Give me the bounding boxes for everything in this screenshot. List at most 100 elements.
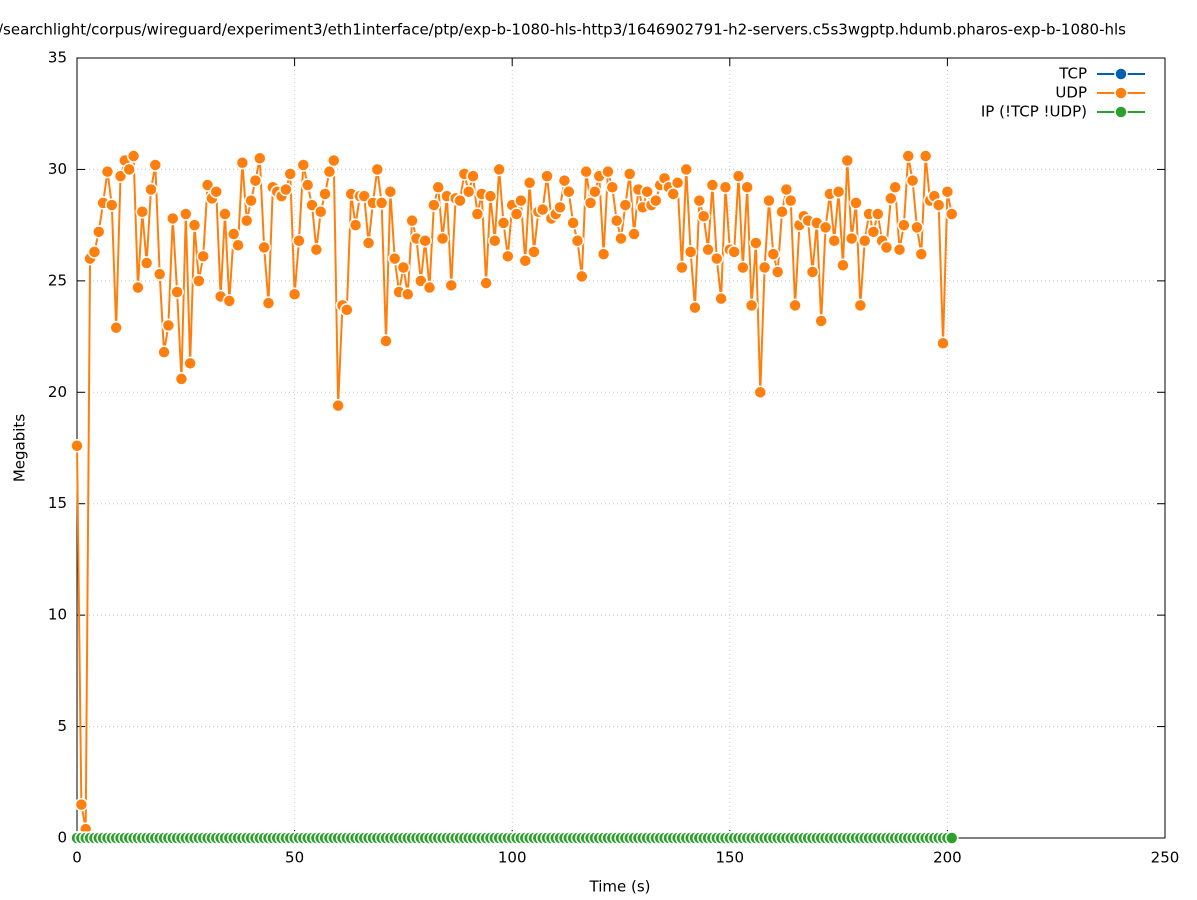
data-point [540, 169, 554, 183]
data-point [666, 187, 680, 201]
data-point [596, 247, 611, 261]
data-point [370, 162, 385, 177]
data-point [709, 251, 724, 266]
data-point [422, 280, 437, 295]
data-point [152, 267, 167, 281]
data-point [470, 207, 485, 221]
data-point [766, 247, 781, 261]
data-point [87, 245, 102, 259]
legend-label: TCP [1058, 65, 1087, 83]
data-point [840, 153, 855, 168]
data-point [331, 398, 345, 413]
data-point [239, 213, 254, 228]
data-point [518, 254, 533, 268]
data-point [575, 269, 589, 284]
data-point [570, 233, 585, 248]
data-point [105, 198, 119, 212]
data-point [649, 193, 663, 208]
data-point [718, 180, 733, 195]
data-point [287, 287, 302, 301]
data-point [557, 173, 572, 188]
data-point [131, 280, 145, 295]
data-point [196, 249, 210, 264]
data-point [901, 149, 915, 163]
data-point [940, 184, 955, 199]
data-point [435, 231, 450, 246]
data-point [601, 164, 615, 179]
data-point [70, 439, 84, 453]
data-point [309, 242, 324, 257]
legend-label: IP (!TCP !UDP) [981, 103, 1087, 121]
data-point [279, 182, 293, 197]
data-point [805, 265, 820, 279]
data-point [866, 225, 881, 239]
data-point [209, 184, 224, 199]
data-point [618, 198, 633, 212]
data-point [148, 158, 163, 172]
y-tick-label: 5 [57, 717, 67, 735]
data-point [261, 296, 276, 310]
data-point [614, 231, 628, 246]
data-point [322, 164, 337, 179]
data-point [579, 164, 593, 179]
data-point [640, 184, 654, 199]
data-point [931, 198, 946, 212]
data-point [783, 193, 798, 208]
data-point [179, 207, 193, 221]
data-point [496, 216, 511, 230]
data-point [218, 207, 232, 221]
data-point [305, 198, 319, 212]
data-point [566, 216, 580, 230]
data-point [226, 227, 241, 241]
data-point [479, 276, 493, 290]
data-point [871, 207, 885, 221]
data-point [535, 202, 550, 217]
data-point [736, 260, 750, 275]
data-point [165, 211, 180, 226]
data-point [849, 196, 863, 210]
data-point [692, 193, 707, 208]
data-point [231, 238, 245, 252]
y-tick-label: 30 [48, 160, 67, 178]
data-point [583, 196, 598, 210]
data-point [844, 231, 859, 246]
legend-label: UDP [1055, 84, 1087, 102]
x-tick-label: 100 [498, 849, 527, 867]
data-point [187, 218, 202, 232]
data-point [253, 151, 267, 166]
data-point [683, 245, 698, 259]
data-point [466, 169, 480, 183]
data-point [814, 314, 828, 328]
data-point [705, 178, 720, 192]
data-point [605, 180, 620, 195]
data-point [588, 184, 602, 199]
data-point [396, 260, 411, 275]
data-point [122, 162, 136, 177]
data-point [492, 162, 506, 177]
data-point [905, 173, 920, 188]
data-point [522, 176, 537, 190]
data-point [753, 385, 768, 400]
data-point [945, 207, 959, 221]
data-point [283, 167, 297, 181]
data-point [740, 180, 754, 195]
data-point [74, 797, 89, 812]
x-tick-label: 250 [1151, 849, 1180, 867]
data-point [914, 247, 929, 261]
data-point [144, 182, 158, 197]
data-point [183, 356, 197, 371]
data-point [622, 167, 637, 181]
data-point [892, 242, 907, 257]
data-point [313, 205, 328, 219]
y-tick-label: 20 [48, 383, 67, 401]
x-axis-label: Time (s) [589, 878, 651, 896]
data-point [222, 294, 237, 308]
data-point [501, 249, 515, 264]
data-point [910, 220, 924, 235]
data-point [627, 227, 641, 241]
y-axis-label: Megabits [11, 414, 29, 482]
data-point [884, 191, 898, 206]
data-point [361, 236, 376, 250]
data-point [888, 180, 902, 195]
data-point [431, 180, 445, 195]
